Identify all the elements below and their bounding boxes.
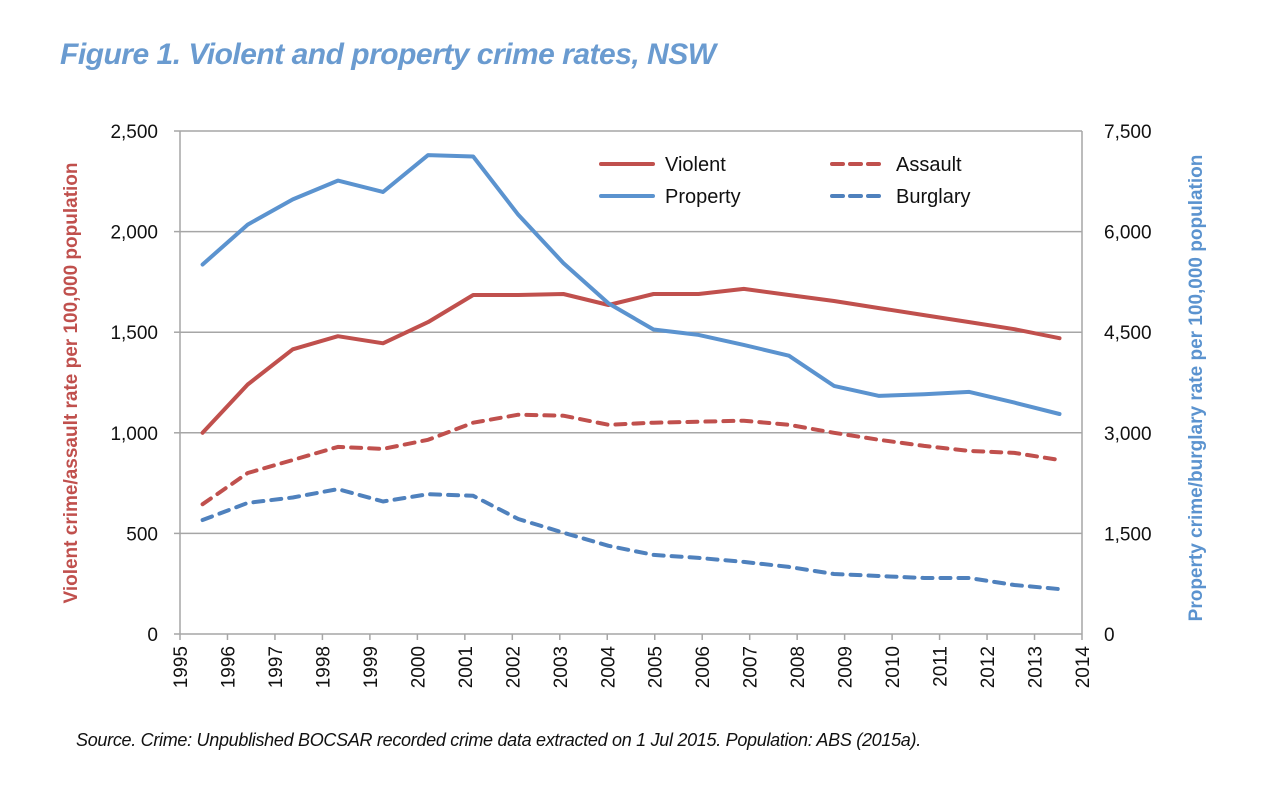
x-tick-label: 1997 [266, 646, 287, 688]
legend-label: Assault [896, 154, 962, 176]
y-tick-label-right: 4,500 [1104, 323, 1152, 344]
left-axis-title: Violent crime/assault rate per 100,000 p… [61, 162, 82, 603]
x-tick-label: 1999 [361, 646, 382, 688]
x-axis-ticks: 1995 1996 1997 1998 1999 2000 2001 2002 2003 2004… [171, 634, 1094, 688]
axes [179, 131, 1083, 635]
legend: Violent Assault Property Burglary [599, 154, 970, 208]
x-tick-label: 2003 [551, 646, 572, 688]
x-tick-label: 2005 [646, 646, 667, 688]
legend-label: Burglary [896, 186, 970, 208]
x-tick-label: 2002 [503, 646, 524, 688]
legend-label: Property [665, 186, 741, 208]
y-tick-label-right: 1,500 [1104, 524, 1152, 545]
series-line-burglary [200, 487, 1062, 592]
x-tick-label: 2009 [836, 646, 857, 688]
x-tick-label: 2010 [883, 646, 904, 688]
left-y-axis-ticks: 0 500 1,000 1,500 2,000 2,500 [110, 122, 180, 646]
figure-title: Figure 1. Violent and property crime rat… [60, 38, 716, 71]
x-tick-label: 2013 [1026, 646, 1047, 688]
legend-label: Violent [665, 154, 726, 176]
series-line-property [200, 153, 1062, 416]
x-tick-label: 2007 [741, 646, 762, 688]
legend-item-burglary: Burglary [830, 186, 970, 208]
y-tick-label-left: 1,500 [110, 323, 158, 344]
y-tick-label-right: 3,000 [1104, 424, 1152, 445]
y-tick-label-left: 500 [126, 524, 158, 545]
y-tick-label-left: 1,000 [110, 424, 158, 445]
x-tick-label: 1995 [171, 646, 192, 688]
gridlines [180, 130, 1082, 535]
x-tick-label: 1996 [218, 646, 239, 688]
legend-item-violent: Violent [599, 154, 726, 176]
x-tick-label: 2012 [978, 646, 999, 688]
x-tick-label: 2014 [1073, 646, 1094, 689]
source-note: Source. Crime: Unpublished BOCSAR record… [76, 730, 921, 750]
y-tick-label-right: 7,500 [1104, 122, 1152, 143]
legend-item-assault: Assault [830, 154, 962, 176]
x-tick-label: 1998 [313, 646, 334, 688]
legend-item-property: Property [599, 186, 741, 208]
y-tick-label-right: 6,000 [1104, 223, 1152, 244]
x-tick-label: 2000 [408, 646, 429, 688]
right-axis-title: Property crime/burglary rate per 100,000… [1186, 155, 1207, 622]
y-tick-label-left: 2,500 [110, 122, 158, 143]
series-line-violent [200, 286, 1062, 435]
y-tick-label-right: 0 [1104, 625, 1115, 646]
x-tick-label: 2008 [788, 646, 809, 688]
x-tick-label: 2001 [456, 646, 477, 688]
x-tick-label: 2006 [693, 646, 714, 688]
x-tick-label: 2011 [931, 646, 952, 687]
series-lines [200, 153, 1062, 592]
y-tick-label-left: 0 [147, 625, 158, 646]
right-y-axis-ticks: 0 1,500 3,000 4,500 6,000 7,500 [1104, 122, 1152, 646]
x-tick-label: 2004 [598, 646, 619, 689]
y-tick-label-left: 2,000 [110, 223, 158, 244]
